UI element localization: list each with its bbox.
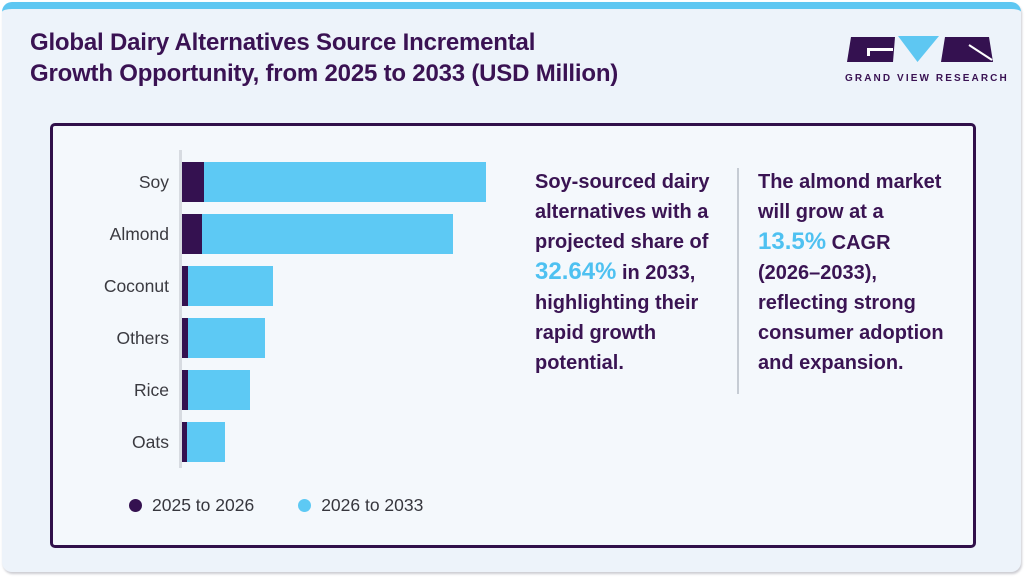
category-label: Oats xyxy=(132,431,169,452)
bar-row-oats: Oats xyxy=(56,416,486,468)
bar-segment-2026-to-2033 xyxy=(204,162,486,202)
insight-almond-highlight: 13.5% xyxy=(758,228,827,255)
insight-soy-highlight: 32.64% xyxy=(535,258,617,285)
insight-soy-text-after: in 2033, highlighting their rapid growth… xyxy=(535,262,699,374)
legend-dot-icon xyxy=(298,499,312,512)
brand-name: GRAND VIEW RESEARCH xyxy=(845,73,1009,84)
brand-logo: GRAND VIEW RESEARCH xyxy=(845,35,1009,84)
category-label: Almond xyxy=(109,223,169,244)
legend-label: 2025 to 2026 xyxy=(152,495,255,515)
gvr-logo-icon xyxy=(847,36,993,62)
category-label: Rice xyxy=(133,379,169,400)
insight-soy-text-before: Soy-sourced dairy alternatives with a pr… xyxy=(535,171,710,253)
bar-segment-2025-to-2026 xyxy=(182,214,202,254)
insight-soy: Soy-sourced dairy alternatives with a pr… xyxy=(535,167,731,378)
chart-legend: 2025 to 2026 2026 to 2033 xyxy=(129,495,423,516)
header: Global Dairy Alternatives Source Increme… xyxy=(30,27,1009,89)
chart-card: Soy Almond Coconut Others Rice Oats 2025 to 2… xyxy=(50,123,976,548)
bar-segment-2026-to-2033 xyxy=(188,318,265,358)
bar-track xyxy=(182,214,453,254)
legend-dot-icon xyxy=(129,499,142,512)
bar-segment-2026-to-2033 xyxy=(188,370,250,410)
category-label: Others xyxy=(116,327,169,348)
legend-item: 2026 to 2033 xyxy=(298,495,423,516)
bar-row-others: Others xyxy=(56,312,486,364)
category-label: Soy xyxy=(138,171,169,192)
bar-segment-2026-to-2033 xyxy=(188,266,273,306)
bar-row-rice: Rice xyxy=(56,364,486,416)
bar-segment-2025-to-2026 xyxy=(182,422,187,462)
legend-item: 2025 to 2026 xyxy=(129,495,254,516)
y-axis-line xyxy=(179,150,182,468)
page-title: Global Dairy Alternatives Source Increme… xyxy=(30,27,995,89)
insight-almond-text-before: The almond market will grow at a xyxy=(758,171,942,223)
page-title-line2: Growth Opportunity, from 2025 to 2033 (U… xyxy=(30,60,619,87)
bar-row-almond: Almond xyxy=(56,208,486,260)
bar-segment-2025-to-2026 xyxy=(182,266,188,306)
bar-segment-2026-to-2033 xyxy=(187,422,225,462)
bar-track xyxy=(182,370,250,410)
bar-segment-2025-to-2026 xyxy=(182,318,188,358)
legend-label: 2026 to 2033 xyxy=(321,495,424,515)
bar-track xyxy=(182,266,273,306)
bar-row-soy: Soy xyxy=(56,156,486,208)
bar-segment-2025-to-2026 xyxy=(182,162,204,202)
bar-track xyxy=(182,318,265,358)
bar-segment-2026-to-2033 xyxy=(202,214,453,254)
bar-segment-2025-to-2026 xyxy=(182,370,188,410)
category-label: Coconut xyxy=(103,275,169,296)
insight-almond-text-after: CAGR (2026–2033), reflecting strong cons… xyxy=(758,232,944,374)
bar-row-coconut: Coconut xyxy=(56,260,486,312)
bar-track xyxy=(182,422,225,462)
page-title-line1: Global Dairy Alternatives Source Increme… xyxy=(30,29,536,56)
vertical-divider xyxy=(737,168,739,394)
insight-almond: The almond market will grow at a 13.5% C… xyxy=(758,167,953,378)
bar-track xyxy=(182,162,486,202)
bar-chart: Soy Almond Coconut Others Rice Oats xyxy=(56,156,486,468)
